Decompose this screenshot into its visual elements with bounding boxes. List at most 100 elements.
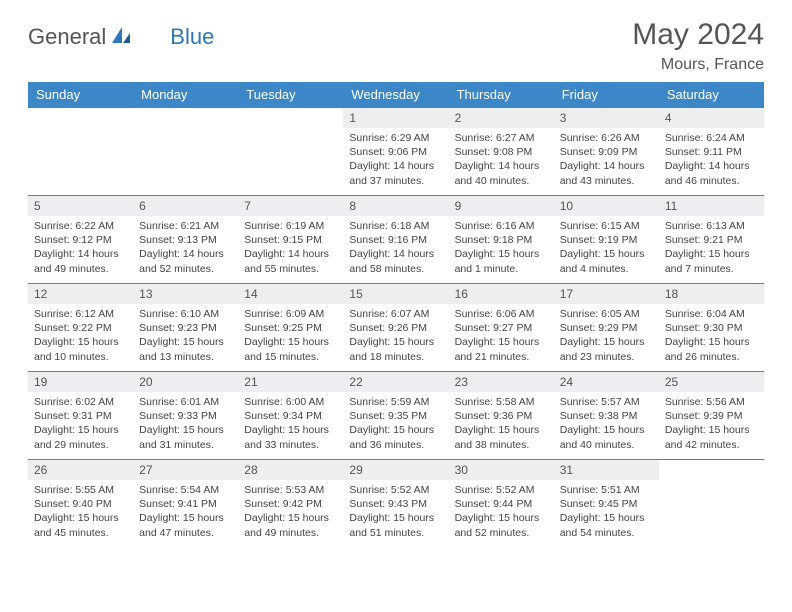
sunrise-text: Sunrise: 6:07 AM <box>349 307 442 321</box>
day-content: Sunrise: 6:00 AMSunset: 9:34 PMDaylight:… <box>238 392 343 456</box>
weekday-header: Monday <box>133 82 238 108</box>
day-content: Sunrise: 6:10 AMSunset: 9:23 PMDaylight:… <box>133 304 238 368</box>
title-block: May 2024 Mours, France <box>632 18 764 74</box>
calendar-cell: 22Sunrise: 5:59 AMSunset: 9:35 PMDayligh… <box>343 372 448 460</box>
sunrise-text: Sunrise: 5:55 AM <box>34 483 127 497</box>
sunset-text: Sunset: 9:41 PM <box>139 497 232 511</box>
sunrise-text: Sunrise: 6:26 AM <box>560 131 653 145</box>
sunrise-text: Sunrise: 5:52 AM <box>455 483 548 497</box>
calendar-cell: 31Sunrise: 5:51 AMSunset: 9:45 PMDayligh… <box>554 460 659 548</box>
daylight-text: Daylight: 15 hours and 13 minutes. <box>139 335 232 363</box>
sunset-text: Sunset: 9:27 PM <box>455 321 548 335</box>
day-content: Sunrise: 6:07 AMSunset: 9:26 PMDaylight:… <box>343 304 448 368</box>
logo-text-2: Blue <box>170 24 214 50</box>
sunrise-text: Sunrise: 6:18 AM <box>349 219 442 233</box>
daylight-text: Daylight: 14 hours and 52 minutes. <box>139 247 232 275</box>
calendar-row: 19Sunrise: 6:02 AMSunset: 9:31 PMDayligh… <box>28 372 764 460</box>
calendar-cell: 16Sunrise: 6:06 AMSunset: 9:27 PMDayligh… <box>449 284 554 372</box>
day-content: Sunrise: 5:52 AMSunset: 9:43 PMDaylight:… <box>343 480 448 544</box>
sunset-text: Sunset: 9:35 PM <box>349 409 442 423</box>
day-content: Sunrise: 5:53 AMSunset: 9:42 PMDaylight:… <box>238 480 343 544</box>
day-content: Sunrise: 6:02 AMSunset: 9:31 PMDaylight:… <box>28 392 133 456</box>
day-number: 19 <box>28 372 133 392</box>
calendar-cell <box>133 108 238 196</box>
daylight-text: Daylight: 15 hours and 15 minutes. <box>244 335 337 363</box>
sunrise-text: Sunrise: 6:05 AM <box>560 307 653 321</box>
calendar-cell: 10Sunrise: 6:15 AMSunset: 9:19 PMDayligh… <box>554 196 659 284</box>
sunrise-text: Sunrise: 6:24 AM <box>665 131 758 145</box>
day-number <box>238 108 343 126</box>
calendar-cell: 14Sunrise: 6:09 AMSunset: 9:25 PMDayligh… <box>238 284 343 372</box>
sunset-text: Sunset: 9:23 PM <box>139 321 232 335</box>
sunrise-text: Sunrise: 6:10 AM <box>139 307 232 321</box>
day-content <box>28 126 133 133</box>
day-number: 30 <box>449 460 554 480</box>
calendar-cell: 12Sunrise: 6:12 AMSunset: 9:22 PMDayligh… <box>28 284 133 372</box>
daylight-text: Daylight: 15 hours and 21 minutes. <box>455 335 548 363</box>
logo-text-1: General <box>28 24 106 50</box>
sunrise-text: Sunrise: 6:21 AM <box>139 219 232 233</box>
calendar-cell <box>28 108 133 196</box>
calendar-cell: 7Sunrise: 6:19 AMSunset: 9:15 PMDaylight… <box>238 196 343 284</box>
day-content: Sunrise: 6:19 AMSunset: 9:15 PMDaylight:… <box>238 216 343 280</box>
sunset-text: Sunset: 9:31 PM <box>34 409 127 423</box>
daylight-text: Daylight: 15 hours and 31 minutes. <box>139 423 232 451</box>
daylight-text: Daylight: 15 hours and 36 minutes. <box>349 423 442 451</box>
day-content <box>238 126 343 133</box>
sunrise-text: Sunrise: 6:19 AM <box>244 219 337 233</box>
sunrise-text: Sunrise: 6:22 AM <box>34 219 127 233</box>
day-number: 6 <box>133 196 238 216</box>
sunset-text: Sunset: 9:16 PM <box>349 233 442 247</box>
daylight-text: Daylight: 15 hours and 52 minutes. <box>455 511 548 539</box>
day-number: 18 <box>659 284 764 304</box>
day-number: 10 <box>554 196 659 216</box>
day-number: 2 <box>449 108 554 128</box>
day-number: 28 <box>238 460 343 480</box>
day-content <box>133 126 238 133</box>
daylight-text: Daylight: 15 hours and 4 minutes. <box>560 247 653 275</box>
calendar-cell: 28Sunrise: 5:53 AMSunset: 9:42 PMDayligh… <box>238 460 343 548</box>
day-number: 31 <box>554 460 659 480</box>
sunrise-text: Sunrise: 6:01 AM <box>139 395 232 409</box>
daylight-text: Daylight: 15 hours and 26 minutes. <box>665 335 758 363</box>
daylight-text: Daylight: 15 hours and 33 minutes. <box>244 423 337 451</box>
daylight-text: Daylight: 15 hours and 49 minutes. <box>244 511 337 539</box>
weekday-header: Thursday <box>449 82 554 108</box>
calendar-cell: 13Sunrise: 6:10 AMSunset: 9:23 PMDayligh… <box>133 284 238 372</box>
daylight-text: Daylight: 15 hours and 54 minutes. <box>560 511 653 539</box>
sunset-text: Sunset: 9:34 PM <box>244 409 337 423</box>
day-content: Sunrise: 5:59 AMSunset: 9:35 PMDaylight:… <box>343 392 448 456</box>
day-number: 20 <box>133 372 238 392</box>
day-number: 25 <box>659 372 764 392</box>
day-content: Sunrise: 6:13 AMSunset: 9:21 PMDaylight:… <box>659 216 764 280</box>
sunrise-text: Sunrise: 6:12 AM <box>34 307 127 321</box>
sunrise-text: Sunrise: 6:06 AM <box>455 307 548 321</box>
calendar-row: 5Sunrise: 6:22 AMSunset: 9:12 PMDaylight… <box>28 196 764 284</box>
calendar-cell: 15Sunrise: 6:07 AMSunset: 9:26 PMDayligh… <box>343 284 448 372</box>
day-number: 24 <box>554 372 659 392</box>
sunset-text: Sunset: 9:25 PM <box>244 321 337 335</box>
weekday-header: Wednesday <box>343 82 448 108</box>
sunrise-text: Sunrise: 5:57 AM <box>560 395 653 409</box>
daylight-text: Daylight: 14 hours and 46 minutes. <box>665 159 758 187</box>
sunset-text: Sunset: 9:06 PM <box>349 145 442 159</box>
sunset-text: Sunset: 9:36 PM <box>455 409 548 423</box>
daylight-text: Daylight: 15 hours and 18 minutes. <box>349 335 442 363</box>
sunrise-text: Sunrise: 5:54 AM <box>139 483 232 497</box>
daylight-text: Daylight: 15 hours and 23 minutes. <box>560 335 653 363</box>
weekday-header: Tuesday <box>238 82 343 108</box>
day-content: Sunrise: 5:51 AMSunset: 9:45 PMDaylight:… <box>554 480 659 544</box>
day-number: 12 <box>28 284 133 304</box>
sunrise-text: Sunrise: 6:09 AM <box>244 307 337 321</box>
daylight-text: Daylight: 15 hours and 1 minute. <box>455 247 548 275</box>
sunrise-text: Sunrise: 6:00 AM <box>244 395 337 409</box>
sunset-text: Sunset: 9:22 PM <box>34 321 127 335</box>
sunset-text: Sunset: 9:26 PM <box>349 321 442 335</box>
header: General Blue May 2024 Mours, France <box>28 18 764 74</box>
daylight-text: Daylight: 14 hours and 49 minutes. <box>34 247 127 275</box>
day-content: Sunrise: 6:04 AMSunset: 9:30 PMDaylight:… <box>659 304 764 368</box>
daylight-text: Daylight: 15 hours and 42 minutes. <box>665 423 758 451</box>
day-content: Sunrise: 6:26 AMSunset: 9:09 PMDaylight:… <box>554 128 659 192</box>
day-content: Sunrise: 6:05 AMSunset: 9:29 PMDaylight:… <box>554 304 659 368</box>
sail-icon <box>110 25 132 50</box>
